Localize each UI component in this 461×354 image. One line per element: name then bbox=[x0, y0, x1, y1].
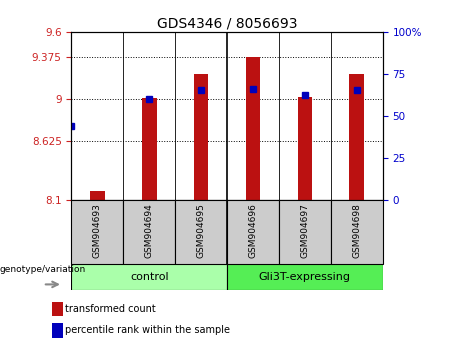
Bar bbox=[175, 200, 227, 264]
Bar bbox=[124, 200, 175, 264]
Bar bbox=[71, 200, 124, 264]
Bar bbox=[298, 97, 312, 200]
Bar bbox=[349, 74, 364, 200]
Text: percentile rank within the sample: percentile rank within the sample bbox=[65, 325, 230, 336]
Bar bbox=[194, 74, 208, 200]
Title: GDS4346 / 8056693: GDS4346 / 8056693 bbox=[157, 17, 297, 31]
Bar bbox=[90, 191, 105, 200]
Text: Gli3T-expressing: Gli3T-expressing bbox=[259, 272, 351, 282]
Text: GSM904696: GSM904696 bbox=[248, 203, 258, 258]
Text: GSM904697: GSM904697 bbox=[300, 203, 309, 258]
Text: transformed count: transformed count bbox=[65, 304, 156, 314]
Text: control: control bbox=[130, 272, 169, 282]
Bar bbox=[227, 264, 383, 290]
Bar bbox=[227, 200, 279, 264]
Text: GSM904694: GSM904694 bbox=[145, 203, 154, 258]
Text: GSM904693: GSM904693 bbox=[93, 203, 102, 258]
Bar bbox=[142, 98, 157, 200]
Text: genotype/variation: genotype/variation bbox=[0, 265, 86, 274]
Text: GSM904695: GSM904695 bbox=[196, 203, 206, 258]
Bar bbox=[52, 302, 63, 316]
Bar bbox=[279, 200, 331, 264]
Bar bbox=[52, 323, 63, 338]
Bar bbox=[246, 57, 260, 200]
Bar bbox=[331, 200, 383, 264]
Bar bbox=[71, 264, 227, 290]
Text: GSM904698: GSM904698 bbox=[352, 203, 361, 258]
